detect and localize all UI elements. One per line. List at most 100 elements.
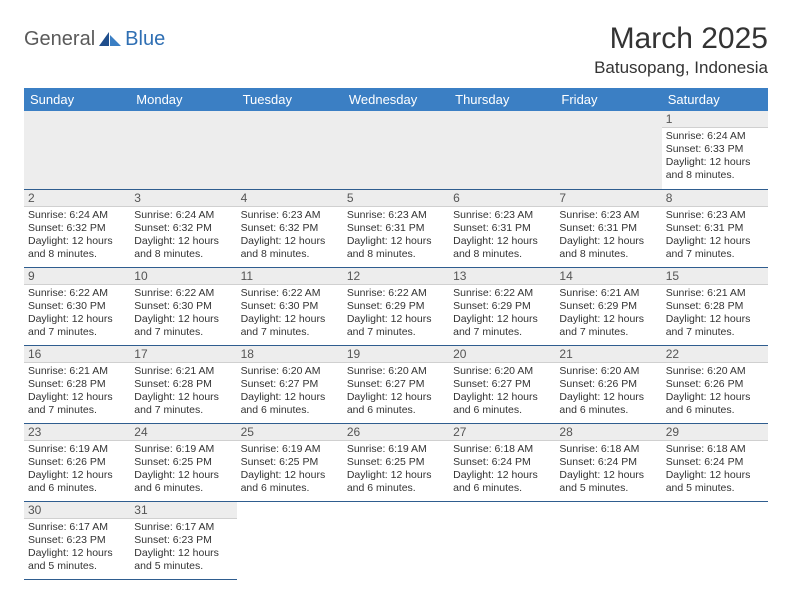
- day-number: 28: [555, 424, 661, 441]
- day-number: 4: [237, 190, 343, 207]
- calendar-week-row: 1Sunrise: 6:24 AMSunset: 6:33 PMDaylight…: [24, 111, 768, 189]
- sunset-line: Sunset: 6:28 PM: [134, 378, 232, 391]
- daylight-line: Daylight: 12 hours and 7 minutes.: [347, 313, 445, 339]
- calendar-day-cell: 20Sunrise: 6:20 AMSunset: 6:27 PMDayligh…: [449, 345, 555, 423]
- sunrise-line: Sunrise: 6:21 AM: [666, 287, 764, 300]
- day-number: 24: [130, 424, 236, 441]
- weekday-header: Wednesday: [343, 88, 449, 111]
- sunrise-line: Sunrise: 6:24 AM: [28, 209, 126, 222]
- sunset-line: Sunset: 6:25 PM: [241, 456, 339, 469]
- day-number: 30: [24, 502, 130, 519]
- calendar-empty-cell: [237, 501, 343, 579]
- day-number: 16: [24, 346, 130, 363]
- sunset-line: Sunset: 6:24 PM: [453, 456, 551, 469]
- sunset-line: Sunset: 6:25 PM: [347, 456, 445, 469]
- calendar-day-cell: 3Sunrise: 6:24 AMSunset: 6:32 PMDaylight…: [130, 189, 236, 267]
- day-number: 8: [662, 190, 768, 207]
- daylight-line: Daylight: 12 hours and 8 minutes.: [666, 156, 764, 182]
- day-number: 26: [343, 424, 449, 441]
- sunrise-line: Sunrise: 6:24 AM: [666, 130, 764, 143]
- day-content: Sunrise: 6:20 AMSunset: 6:27 PMDaylight:…: [237, 363, 343, 420]
- sunset-line: Sunset: 6:27 PM: [347, 378, 445, 391]
- sunrise-line: Sunrise: 6:23 AM: [453, 209, 551, 222]
- daylight-line: Daylight: 12 hours and 8 minutes.: [134, 235, 232, 261]
- calendar-empty-cell: [343, 501, 449, 579]
- sunrise-line: Sunrise: 6:23 AM: [666, 209, 764, 222]
- day-number: 7: [555, 190, 661, 207]
- daylight-line: Daylight: 12 hours and 8 minutes.: [559, 235, 657, 261]
- day-content: Sunrise: 6:22 AMSunset: 6:30 PMDaylight:…: [237, 285, 343, 342]
- sunset-line: Sunset: 6:24 PM: [666, 456, 764, 469]
- sunset-line: Sunset: 6:31 PM: [559, 222, 657, 235]
- calendar-day-cell: 14Sunrise: 6:21 AMSunset: 6:29 PMDayligh…: [555, 267, 661, 345]
- page-header: General Blue March 2025 Batusopang, Indo…: [24, 22, 768, 78]
- calendar-day-cell: 31Sunrise: 6:17 AMSunset: 6:23 PMDayligh…: [130, 501, 236, 579]
- sunrise-line: Sunrise: 6:18 AM: [666, 443, 764, 456]
- daylight-line: Daylight: 12 hours and 7 minutes.: [453, 313, 551, 339]
- calendar-day-cell: 13Sunrise: 6:22 AMSunset: 6:29 PMDayligh…: [449, 267, 555, 345]
- day-number: 19: [343, 346, 449, 363]
- day-content: Sunrise: 6:18 AMSunset: 6:24 PMDaylight:…: [662, 441, 768, 498]
- sunrise-line: Sunrise: 6:19 AM: [241, 443, 339, 456]
- day-number: 9: [24, 268, 130, 285]
- sunrise-line: Sunrise: 6:23 AM: [347, 209, 445, 222]
- sunset-line: Sunset: 6:23 PM: [28, 534, 126, 547]
- daylight-line: Daylight: 12 hours and 7 minutes.: [559, 313, 657, 339]
- sunset-line: Sunset: 6:31 PM: [453, 222, 551, 235]
- calendar-day-cell: 7Sunrise: 6:23 AMSunset: 6:31 PMDaylight…: [555, 189, 661, 267]
- sunset-line: Sunset: 6:29 PM: [347, 300, 445, 313]
- calendar-day-cell: 11Sunrise: 6:22 AMSunset: 6:30 PMDayligh…: [237, 267, 343, 345]
- calendar-page: General Blue March 2025 Batusopang, Indo…: [0, 0, 792, 580]
- sunrise-line: Sunrise: 6:20 AM: [241, 365, 339, 378]
- sunrise-line: Sunrise: 6:22 AM: [28, 287, 126, 300]
- sunrise-line: Sunrise: 6:17 AM: [134, 521, 232, 534]
- calendar-day-cell: 1Sunrise: 6:24 AMSunset: 6:33 PMDaylight…: [662, 111, 768, 189]
- daylight-line: Daylight: 12 hours and 6 minutes.: [347, 391, 445, 417]
- sunrise-line: Sunrise: 6:22 AM: [241, 287, 339, 300]
- daylight-line: Daylight: 12 hours and 5 minutes.: [28, 547, 126, 573]
- daylight-line: Daylight: 12 hours and 6 minutes.: [241, 391, 339, 417]
- day-content: Sunrise: 6:18 AMSunset: 6:24 PMDaylight:…: [449, 441, 555, 498]
- calendar-day-cell: 28 Sunrise: 6:18 AMSunset: 6:24 PMDayligh…: [555, 423, 661, 501]
- day-number: 23: [24, 424, 130, 441]
- daylight-line: Daylight: 12 hours and 6 minutes.: [666, 391, 764, 417]
- day-number: 1: [662, 111, 768, 128]
- sunset-line: Sunset: 6:26 PM: [28, 456, 126, 469]
- day-number: 20: [449, 346, 555, 363]
- calendar-day-cell: 15Sunrise: 6:21 AMSunset: 6:28 PMDayligh…: [662, 267, 768, 345]
- sunrise-line: Sunrise: 6:18 AM: [559, 443, 657, 456]
- weekday-header-row: SundayMondayTuesdayWednesdayThursdayFrid…: [24, 88, 768, 111]
- day-content: Sunrise: 6:21 AMSunset: 6:28 PMDaylight:…: [130, 363, 236, 420]
- sunset-line: Sunset: 6:32 PM: [241, 222, 339, 235]
- daylight-line: Daylight: 12 hours and 6 minutes.: [453, 391, 551, 417]
- day-number: 15: [662, 268, 768, 285]
- day-number: 14: [555, 268, 661, 285]
- sunset-line: Sunset: 6:29 PM: [453, 300, 551, 313]
- sunrise-line: Sunrise: 6:20 AM: [347, 365, 445, 378]
- daylight-line: Daylight: 12 hours and 5 minutes.: [666, 469, 764, 495]
- sunrise-line: Sunrise: 6:17 AM: [28, 521, 126, 534]
- day-number: 25: [237, 424, 343, 441]
- calendar-empty-cell: [449, 501, 555, 579]
- day-content: Sunrise: 6:17 AMSunset: 6:23 PMDaylight:…: [24, 519, 130, 576]
- day-content: Sunrise: 6:20 AMSunset: 6:27 PMDaylight:…: [343, 363, 449, 420]
- calendar-empty-cell: [130, 111, 236, 189]
- day-content: Sunrise: 6:21 AMSunset: 6:29 PMDaylight:…: [555, 285, 661, 342]
- calendar-day-cell: 30Sunrise: 6:17 AMSunset: 6:23 PMDayligh…: [24, 501, 130, 579]
- day-number: 5: [343, 190, 449, 207]
- day-content: Sunrise: 6:20 AMSunset: 6:27 PMDaylight:…: [449, 363, 555, 420]
- daylight-line: Daylight: 12 hours and 7 minutes.: [134, 313, 232, 339]
- day-content: Sunrise: 6:19 AMSunset: 6:25 PMDaylight:…: [130, 441, 236, 498]
- calendar-empty-cell: [555, 501, 661, 579]
- sunset-line: Sunset: 6:31 PM: [347, 222, 445, 235]
- calendar-empty-cell: [24, 111, 130, 189]
- sunrise-line: Sunrise: 6:21 AM: [28, 365, 126, 378]
- calendar-day-cell: 25Sunrise: 6:19 AMSunset: 6:25 PMDayligh…: [237, 423, 343, 501]
- calendar-day-cell: 5Sunrise: 6:23 AMSunset: 6:31 PMDaylight…: [343, 189, 449, 267]
- calendar-day-cell: 9Sunrise: 6:22 AMSunset: 6:30 PMDaylight…: [24, 267, 130, 345]
- sunset-line: Sunset: 6:24 PM: [559, 456, 657, 469]
- daylight-line: Daylight: 12 hours and 5 minutes.: [559, 469, 657, 495]
- sunset-line: Sunset: 6:28 PM: [28, 378, 126, 391]
- daylight-line: Daylight: 12 hours and 6 minutes.: [559, 391, 657, 417]
- calendar-day-cell: 16Sunrise: 6:21 AMSunset: 6:28 PMDayligh…: [24, 345, 130, 423]
